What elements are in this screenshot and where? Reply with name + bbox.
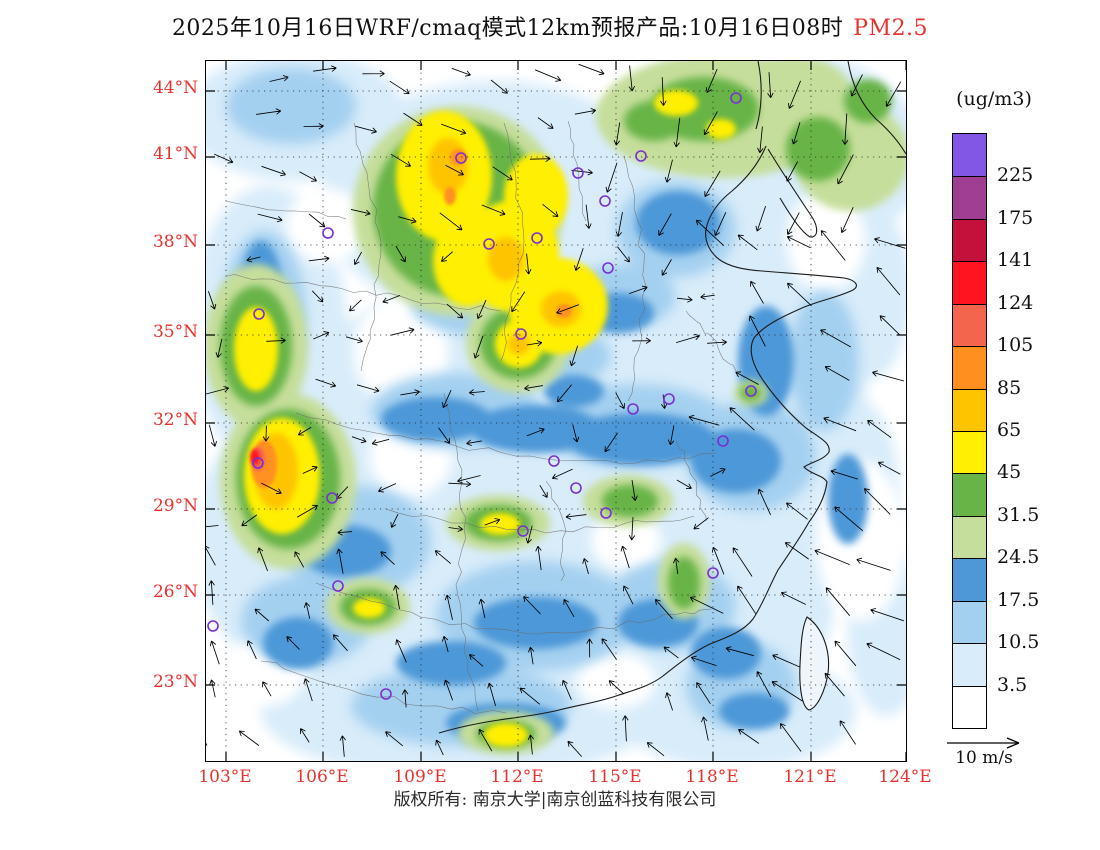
city-marker [483, 238, 495, 250]
legend-boundary-label: 3.5 [997, 673, 1028, 696]
city-marker [635, 150, 647, 162]
wind-scale: 10 m/s [928, 735, 1040, 768]
lat-tick-label: 44°N [152, 78, 198, 98]
lat-tick-label: 26°N [152, 582, 198, 602]
city-marker [207, 620, 219, 632]
legend-swatch [953, 643, 986, 686]
city-marker [326, 492, 338, 504]
city-marker [531, 232, 543, 244]
legend-swatch [953, 388, 986, 431]
lat-tick-label: 29°N [152, 496, 198, 516]
city-marker [627, 403, 639, 415]
legend-boundary-label: 124 [997, 291, 1034, 314]
lon-tick-label: 121°E [783, 767, 837, 787]
wind-scale-label: 10 m/s [955, 748, 1013, 768]
city-marker [663, 393, 675, 405]
legend-boundary-label: 17.5 [997, 588, 1040, 611]
title-text: 2025年10月16日WRF/cmaq模式12km预报产品:10月16日08时 [171, 16, 844, 41]
legend-units: (ug/m3) [956, 88, 1032, 110]
city-marker [455, 152, 467, 164]
city-marker [517, 525, 529, 537]
legend-swatch [953, 515, 986, 559]
legend-swatch [953, 134, 986, 177]
fill-layer-65-85 [254, 138, 581, 509]
title-pollutant: PM2.5 [853, 16, 929, 41]
legend-boundary-label: 65 [997, 419, 1022, 441]
legend-boundary-label: 24.5 [997, 546, 1040, 569]
colorbar-legend: 225 175 141 124 105 85 65 45 31.5 24.5 17.5 10.5 3.5 [952, 133, 1039, 729]
fill-layer-17p5-24p5 [239, 191, 868, 743]
lat-tick-label: 32°N [152, 410, 198, 430]
lon-tick-label: 106°E [295, 767, 349, 787]
city-markers [207, 92, 757, 700]
wind-vectors [206, 63, 906, 757]
lon-tick-label: 112°E [490, 767, 544, 787]
legend-boundary-label: 105 [997, 334, 1034, 357]
legend-swatch [953, 685, 986, 728]
city-marker [707, 567, 719, 579]
legend-swatch [953, 431, 986, 474]
coastline [438, 61, 906, 734]
city-marker [253, 308, 265, 320]
copyright-footer: 版权所有: 南京大学|南京创蓝科技有限公司 [393, 790, 717, 810]
legend-swatch [953, 218, 986, 262]
lat-tick-label: 23°N [152, 672, 198, 692]
province-boundaries [225, 120, 737, 714]
city-marker [730, 92, 742, 104]
legend-swatch [953, 176, 986, 219]
city-marker [515, 328, 527, 340]
legend-swatch [953, 473, 986, 516]
city-marker [322, 227, 334, 239]
wind-scale-arrow-icon [947, 737, 1020, 749]
lon-tick-label: 115°E [588, 767, 642, 787]
lon-tick-label: 124°E [878, 767, 932, 787]
city-marker [600, 507, 612, 519]
city-marker [602, 262, 614, 274]
legend-boundary-label: 10.5 [997, 631, 1040, 654]
city-marker [572, 167, 584, 179]
legend-swatch [953, 303, 986, 347]
map-plot-area [205, 60, 907, 762]
legend-boundary-label: 85 [997, 376, 1022, 399]
legend-boundary-label: 31.5 [997, 503, 1040, 526]
legend-boundary-label: 45 [997, 461, 1022, 484]
legend-boundary-label: 175 [997, 206, 1034, 229]
lon-tick-label: 103°E [198, 767, 252, 787]
lon-tick-label: 109°E [393, 767, 447, 787]
city-marker [599, 195, 611, 207]
axis-ticks [206, 61, 906, 761]
lat-tick-label: 38°N [152, 232, 198, 252]
city-marker [570, 482, 582, 494]
legend-boundary-label: 141 [997, 249, 1034, 272]
city-marker [252, 457, 264, 469]
legend-swatch [953, 261, 986, 304]
legend-swatch [953, 558, 986, 601]
lat-tick-label: 35°N [152, 322, 198, 342]
pm25-concentration-map [206, 61, 906, 761]
fill-layer-124-141 [250, 449, 260, 465]
lat-tick-label: 41°N [152, 144, 198, 164]
page-title: 2025年10月16日WRF/cmaq模式12km预报产品:10月16日08时 P… [0, 10, 1100, 42]
city-marker [717, 435, 729, 447]
city-marker [548, 455, 560, 467]
legend-boundary-label: 225 [997, 164, 1034, 187]
legend-swatch [953, 346, 986, 389]
city-marker [332, 580, 344, 592]
city-marker [380, 688, 392, 700]
city-marker [745, 385, 757, 397]
lon-tick-label: 118°E [685, 767, 739, 787]
legend-swatch [953, 600, 986, 644]
